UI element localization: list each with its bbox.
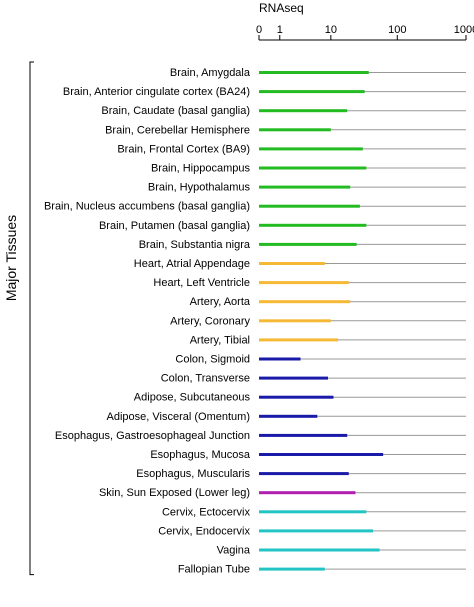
tissue-label: Brain, Substantia nigra xyxy=(139,239,251,251)
tissue-row: Adipose, Subcutaneous xyxy=(134,392,466,404)
expression-bar xyxy=(259,338,339,342)
tissue-row: Brain, Amygdala xyxy=(170,67,466,79)
expression-bar xyxy=(259,242,357,246)
tissue-row: Brain, Hippocampus xyxy=(151,163,466,175)
expression-bar xyxy=(259,71,369,74)
tissue-row: Brain, Anterior cingulate cortex (BA24) xyxy=(63,86,466,98)
x-tick-label: 10 xyxy=(325,24,337,36)
tissue-row: Adipose, Visceral (Omentum) xyxy=(107,411,466,423)
expression-bar xyxy=(259,147,363,151)
tissue-label: Brain, Amygdala xyxy=(170,67,251,79)
tissue-label: Brain, Anterior cingulate cortex (BA24) xyxy=(63,86,250,98)
x-tick-label: 1 xyxy=(277,24,283,36)
x-tick-label: 1000 xyxy=(454,24,474,36)
tissue-label: Colon, Transverse xyxy=(161,373,250,385)
expression-bar xyxy=(259,319,331,323)
chart-title: RNAseq xyxy=(259,1,304,15)
tissue-row: Brain, Nucleus accumbens (basal ganglia) xyxy=(44,201,466,213)
expression-bar xyxy=(259,166,367,170)
tissue-row: Brain, Frontal Cortex (BA9) xyxy=(117,143,466,155)
tissue-label: Cervix, Endocervix xyxy=(158,525,250,537)
expression-bar xyxy=(259,510,367,514)
expression-bar xyxy=(259,414,318,418)
tissue-label: Heart, Left Ventricle xyxy=(153,277,250,289)
tissue-label: Brain, Hypothalamus xyxy=(148,182,251,194)
tissue-label: Esophagus, Gastroesophageal Junction xyxy=(55,430,250,442)
tissue-row: Vagina xyxy=(217,545,466,557)
tissue-label: Artery, Aorta xyxy=(190,296,251,308)
expression-bar xyxy=(259,300,351,304)
tissue-label: Brain, Nucleus accumbens (basal ganglia) xyxy=(44,201,250,213)
expression-bar xyxy=(259,433,348,437)
expression-bar xyxy=(259,128,331,132)
tissue-row: Brain, Cerebellar Hemisphere xyxy=(105,124,466,136)
expression-bar xyxy=(259,491,356,495)
tissue-row: Colon, Transverse xyxy=(161,373,466,385)
expression-bar xyxy=(259,376,328,380)
tissue-label: Brain, Frontal Cortex (BA9) xyxy=(117,143,250,155)
expression-bar xyxy=(259,472,349,476)
tissue-row: Brain, Substantia nigra xyxy=(139,239,466,251)
tissue-label: Brain, Hippocampus xyxy=(151,163,251,175)
expression-bar xyxy=(259,109,348,113)
tissue-label: Brain, Cerebellar Hemisphere xyxy=(105,124,250,136)
tissue-row: Artery, Aorta xyxy=(190,296,466,308)
expression-bar xyxy=(259,90,365,94)
tissue-label: Artery, Coronary xyxy=(170,315,250,327)
tissue-label: Skin, Sun Exposed (Lower leg) xyxy=(99,487,250,499)
y-axis-label: Major Tissues xyxy=(3,215,19,301)
tissue-label: Adipose, Visceral (Omentum) xyxy=(107,411,250,423)
tissue-label: Brain, Caudate (basal ganglia) xyxy=(101,105,250,117)
tissue-row: Artery, Coronary xyxy=(170,315,466,327)
tissue-rows: Brain, Amygdala Brain, Anterior cingulate… xyxy=(44,67,466,576)
tissue-row: Heart, Left Ventricle xyxy=(153,277,466,289)
expression-bar xyxy=(259,204,360,208)
tissue-label: Adipose, Subcutaneous xyxy=(134,392,251,404)
x-tick-label: 100 xyxy=(388,24,406,36)
tissue-row: Heart, Atrial Appendage xyxy=(134,258,466,270)
expression-bar xyxy=(259,185,351,189)
tissue-label: Vagina xyxy=(217,545,251,557)
x-axis: 0 1 10 100 1000 xyxy=(256,24,474,41)
tissue-label: Esophagus, Muscularis xyxy=(136,468,250,480)
x-tick-label: 0 xyxy=(256,24,262,36)
expression-bar xyxy=(259,281,349,285)
tissue-group-bracket xyxy=(29,61,34,576)
y-axis-bracket xyxy=(29,61,34,576)
tissue-row: Esophagus, Muscularis xyxy=(136,468,466,480)
tissue-row: Artery, Tibial xyxy=(190,334,466,346)
tissue-label: Colon, Sigmoid xyxy=(175,354,250,366)
tissue-row: Brain, Hypothalamus xyxy=(148,182,466,194)
tissue-row: Cervix, Ectocervix xyxy=(162,506,466,518)
tissue-row: Fallopian Tube xyxy=(178,564,466,576)
expression-bar xyxy=(259,357,301,361)
tissue-row: Brain, Caudate (basal ganglia) xyxy=(101,105,466,117)
expression-bar xyxy=(259,548,380,552)
tissue-label: Heart, Atrial Appendage xyxy=(134,258,250,270)
expression-bar xyxy=(259,223,367,227)
expression-bar xyxy=(259,395,334,399)
expression-bar xyxy=(259,567,325,571)
tissue-label: Artery, Tibial xyxy=(190,334,250,346)
tissue-row: Colon, Sigmoid xyxy=(175,354,466,366)
tissue-row: Esophagus, Mucosa xyxy=(150,449,466,461)
tissue-label: Esophagus, Mucosa xyxy=(150,449,251,461)
expression-bar xyxy=(259,453,384,456)
tissue-label: Brain, Putamen (basal ganglia) xyxy=(99,220,250,232)
tissue-row: Brain, Putamen (basal ganglia) xyxy=(99,220,466,232)
tissue-label: Fallopian Tube xyxy=(178,564,250,576)
expression-bar xyxy=(259,262,325,265)
tissue-label: Cervix, Ectocervix xyxy=(162,506,251,518)
expression-bar xyxy=(259,529,374,533)
tissue-row: Cervix, Endocervix xyxy=(158,525,466,537)
tissue-row: Skin, Sun Exposed (Lower leg) xyxy=(99,487,466,499)
tissue-row: Esophagus, Gastroesophageal Junction xyxy=(55,430,466,442)
